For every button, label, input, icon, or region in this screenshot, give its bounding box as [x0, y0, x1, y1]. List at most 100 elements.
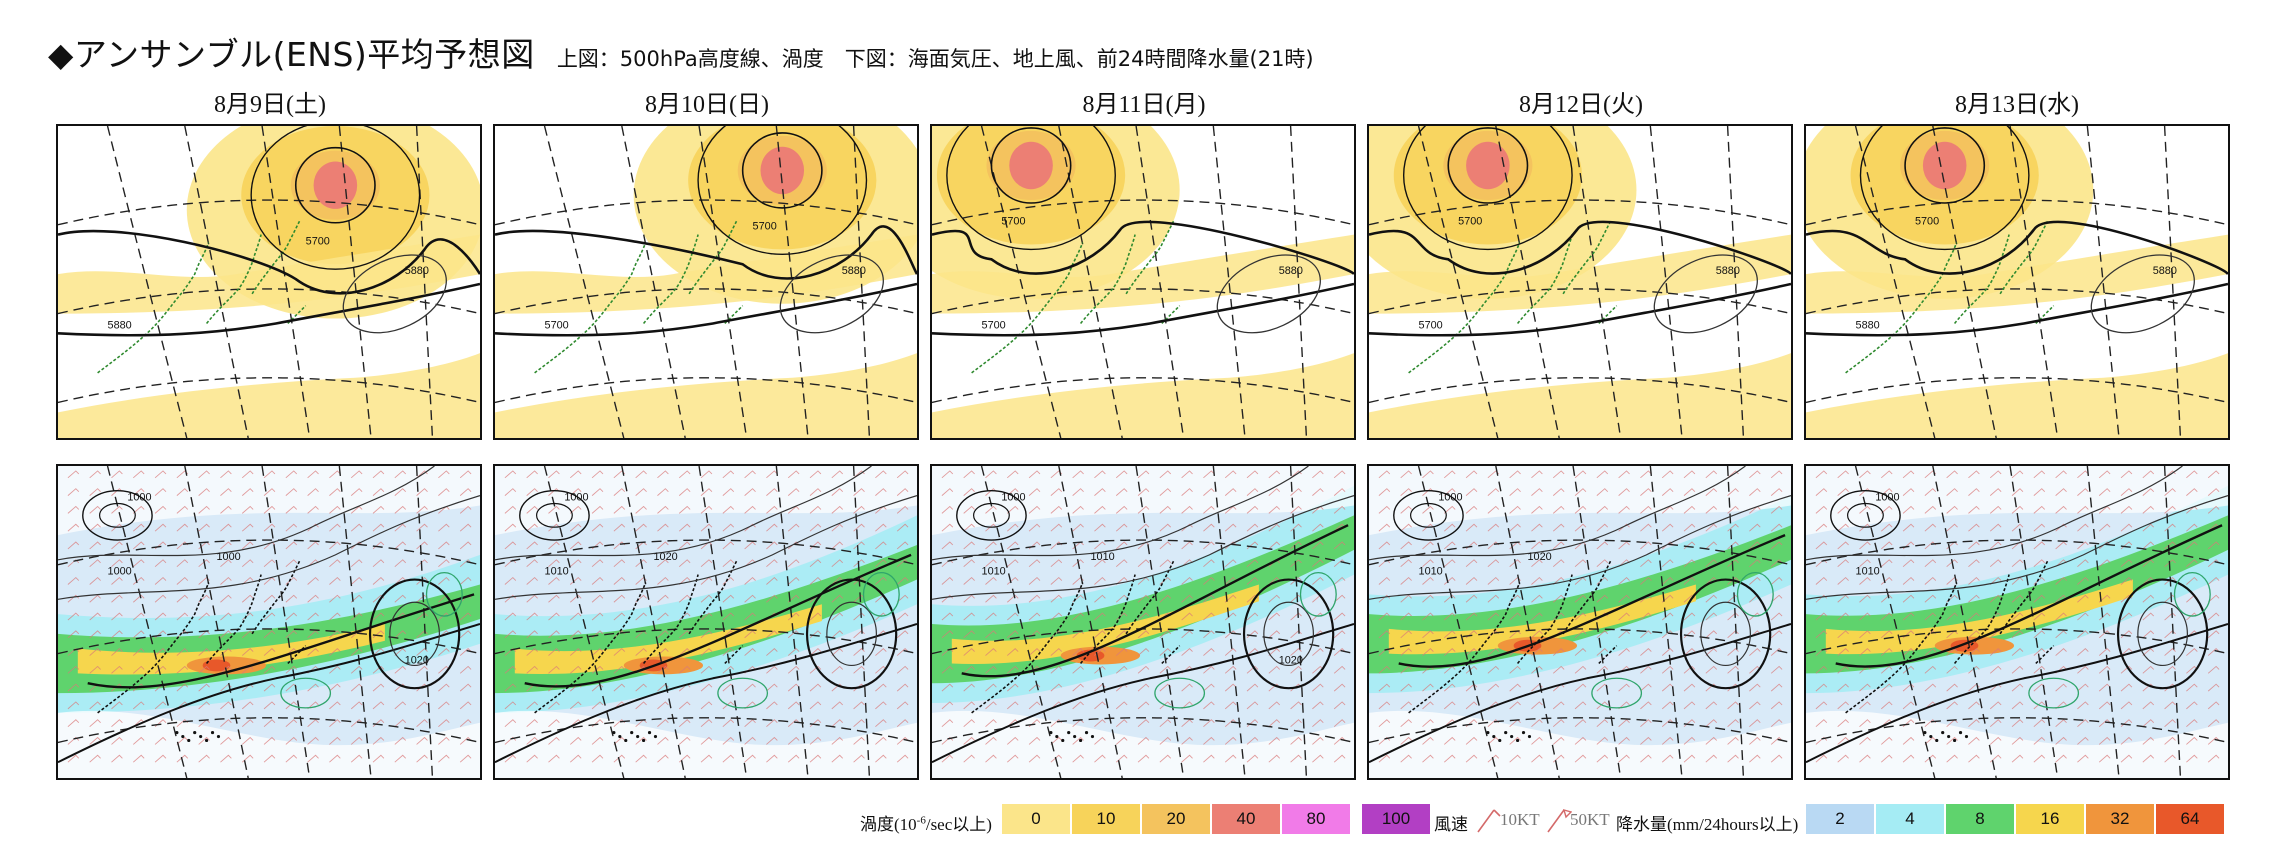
islands — [612, 731, 658, 743]
isobars — [58, 466, 480, 764]
graticule — [495, 126, 917, 438]
wind-barb-50kt-icon — [1547, 808, 1572, 833]
vorticity-swatch: 20 — [1142, 804, 1210, 834]
vorticity-swatch: 0 — [1002, 804, 1070, 834]
vorticity-swatch: 80 — [1282, 804, 1350, 834]
isobar-label: 1000 — [1875, 492, 1899, 504]
contour-label: 5700 — [545, 319, 569, 331]
vorticity-shading — [495, 126, 917, 438]
vorticity-shading — [1369, 126, 1791, 438]
precip-swatch: 16 — [2016, 804, 2084, 834]
date-row: 8月9日(土) 8月10日(日) 8月11日(月) 8月12日(火) 8月13日… — [0, 84, 2284, 118]
precip-swatch: 64 — [2156, 804, 2224, 834]
isobar-label: 1010 — [1856, 566, 1880, 578]
wind-barb-10kt-icon — [1477, 809, 1501, 833]
contour-label: 5700 — [1915, 216, 1939, 228]
date-label-2: 8月10日(日) — [645, 92, 769, 118]
islands — [175, 731, 221, 743]
date-label-4: 8月12日(火) — [1519, 92, 1643, 118]
date-label-1: 8月9日(土) — [214, 92, 326, 118]
contour-label: 5700 — [1001, 216, 1025, 228]
islands — [1923, 731, 1969, 743]
coastline — [97, 220, 307, 374]
vorticity-swatch: 10 — [1072, 804, 1140, 834]
precip-swatch: 4 — [1876, 804, 1944, 834]
contour-label: 5880 — [1716, 265, 1740, 277]
wind-barbs — [504, 470, 909, 763]
islands — [1049, 731, 1095, 743]
height-contours — [1369, 126, 1791, 337]
precip-legend-label: 降水量(mm/24hours以上) — [1616, 815, 1799, 834]
coastline — [971, 560, 1181, 714]
islands — [1486, 731, 1532, 743]
contour-label: 5880 — [1856, 319, 1880, 331]
contour-label: 5880 — [842, 265, 866, 277]
isobar-label: 1000 — [564, 492, 588, 504]
upper-map-1: 5700 5880 5880 — [56, 124, 482, 440]
isobar-label: 1010 — [1090, 551, 1114, 563]
contour-label: 5880 — [1279, 265, 1303, 277]
isobar-label: 1010 — [982, 566, 1006, 578]
coastline — [1408, 560, 1618, 714]
isobar-label: 1020 — [1279, 654, 1303, 666]
graticule — [58, 126, 480, 438]
isobars — [1369, 466, 1791, 764]
contour-label: 5700 — [982, 319, 1006, 331]
wind-barbs — [1378, 470, 1783, 763]
coastline — [97, 560, 307, 714]
coastline — [971, 220, 1181, 374]
upper-map-3: 5700 5700 5880 — [930, 124, 1356, 440]
isobar-label: 1000 — [1001, 492, 1025, 504]
title-row: ◆アンサンブル(ENS)平均予想図 上図：500hPa高度線、渦度 下図：海面気… — [48, 28, 1314, 78]
isobar-label: 1020 — [405, 654, 429, 666]
coastline — [1408, 220, 1618, 374]
wind-10kt-label: 10KT — [1500, 810, 1540, 829]
contour-label: 5700 — [1458, 216, 1482, 228]
vorticity-swatch: 100 — [1362, 804, 1430, 834]
contour-label: 5700 — [1419, 319, 1443, 331]
precip-swatch: 32 — [2086, 804, 2154, 834]
isobars — [1806, 466, 2228, 764]
isobar-label: 1000 — [216, 551, 240, 563]
coastline — [534, 220, 744, 374]
contour-label: 5880 — [2153, 265, 2177, 277]
isobar-label: 1000 — [108, 566, 132, 578]
contour-label: 5880 — [108, 319, 132, 331]
isobar-label: 1000 — [127, 492, 151, 504]
graticule — [1806, 466, 2228, 778]
vorticity-legend-label: 渦度(10-6/sec以上) — [860, 814, 992, 834]
isobar-label: 1000 — [1438, 492, 1462, 504]
lower-map-4: 1000 1010 1020 — [1367, 464, 1793, 780]
lower-map-5: 1000 1010 — [1804, 464, 2230, 780]
isobar-label: 1020 — [1527, 551, 1551, 563]
vorticity-shading — [58, 126, 480, 438]
upper-map-5: 5700 5880 5880 — [1804, 124, 2230, 440]
height-contours — [495, 126, 917, 337]
isobars — [495, 466, 917, 764]
lower-map-1: 1000 1000 1000 1020 — [56, 464, 482, 780]
isobar-label: 1010 — [545, 566, 569, 578]
date-label-5: 8月13日(水) — [1955, 92, 2079, 118]
date-label-3: 8月11日(月) — [1082, 92, 1206, 118]
coastline — [534, 560, 744, 714]
contour-label: 5700 — [753, 221, 777, 233]
precip-swatch: 2 — [1806, 804, 1874, 834]
page-title: ◆アンサンブル(ENS)平均予想図 — [48, 35, 535, 74]
legend: 渦度(10-6/sec以上) 0 10 20 40 80 100 風速 10KT… — [0, 804, 2284, 836]
vorticity-swatch: 40 — [1212, 804, 1280, 834]
vorticity-shading — [932, 126, 1354, 438]
precip-swatch: 8 — [1946, 804, 2014, 834]
coastline — [1845, 560, 2055, 714]
wind-50kt-label: 50KT — [1570, 810, 1610, 829]
isobars — [932, 466, 1354, 764]
height-contours — [1806, 126, 2228, 337]
isobar-label: 1010 — [1419, 566, 1443, 578]
contour-label: 5700 — [306, 235, 330, 247]
height-contours — [932, 126, 1354, 337]
lower-map-2: 1000 1010 1020 — [493, 464, 919, 780]
coastline — [1845, 220, 2055, 374]
graticule — [1369, 466, 1791, 778]
vorticity-shading — [1806, 126, 2228, 438]
precipitation-shading — [1369, 466, 1791, 778]
upper-map-4: 5700 5700 5880 — [1367, 124, 1793, 440]
